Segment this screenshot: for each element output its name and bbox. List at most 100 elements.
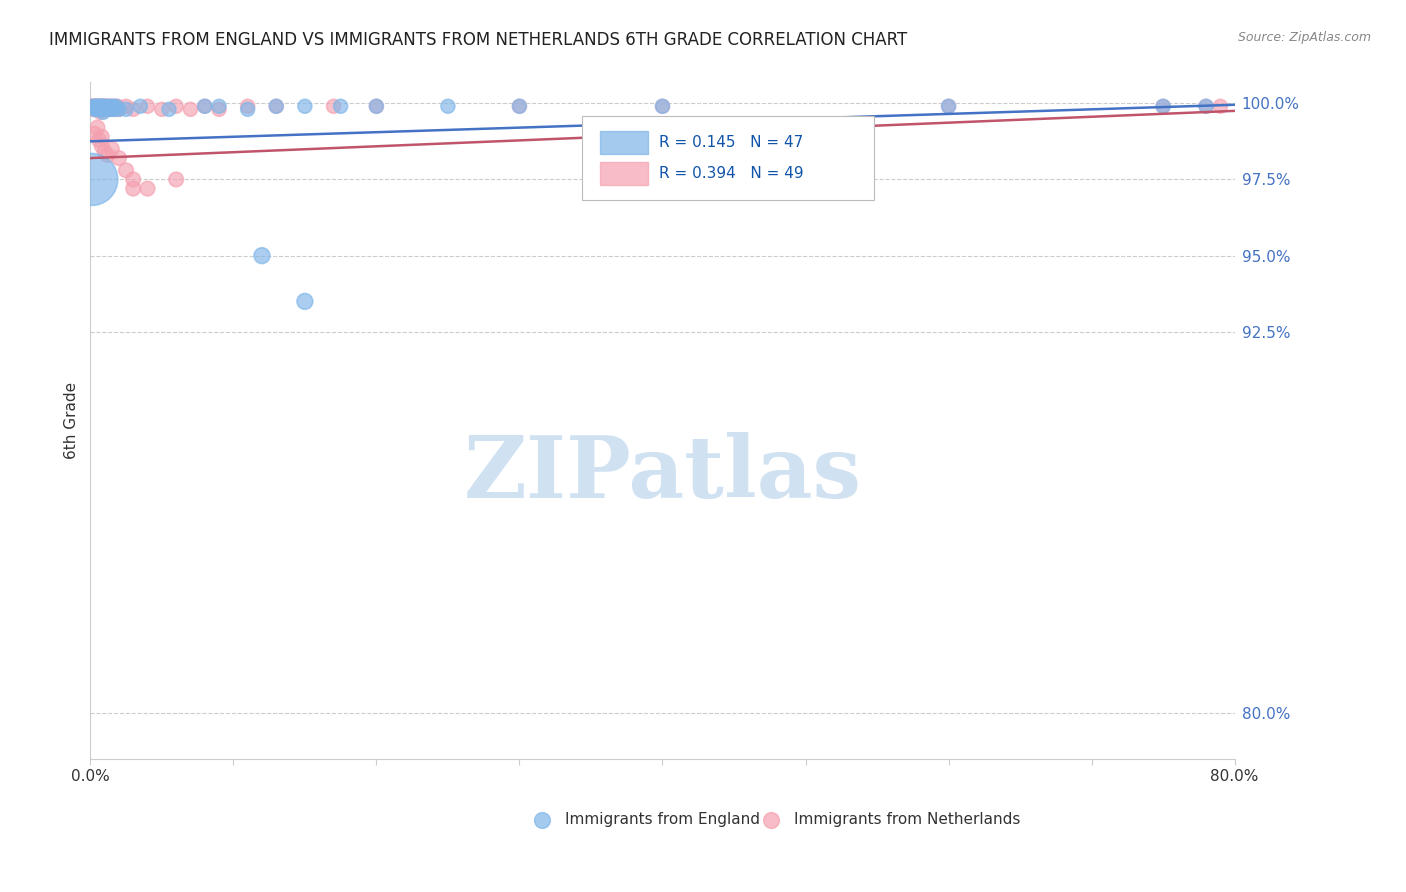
Point [93,103,115,117]
Point [105,103,128,117]
Point [104,103,127,117]
Y-axis label: 6th Grade: 6th Grade [65,382,79,458]
Point [83,99,105,113]
Point [89,103,111,117]
Point [87,99,110,113]
Point [264,99,287,113]
Point [101,142,124,156]
Point [108,103,131,117]
Text: IMMIGRANTS FROM ENGLAND VS IMMIGRANTS FROM NETHERLANDS 6TH GRADE CORRELATION CHA: IMMIGRANTS FROM ENGLAND VS IMMIGRANTS FR… [49,31,907,49]
Point [105,99,128,113]
Point [103,103,125,117]
Point [83,103,105,117]
Point [437,99,460,113]
Point [508,99,530,113]
Point [208,103,231,117]
Point [90,129,112,144]
Point [264,99,287,113]
Point [115,103,138,117]
Point [366,99,388,113]
Point [80,99,103,113]
Point [93,145,115,159]
Point [101,99,124,113]
Point [83,99,105,113]
Point [84,99,107,113]
Text: R = 0.394   N = 49: R = 0.394 N = 49 [659,167,804,181]
Point [94,103,117,117]
Point [91,105,114,120]
Point [86,103,108,117]
FancyBboxPatch shape [599,131,648,154]
Point [89,99,111,113]
Point [294,294,316,309]
Point [129,99,152,113]
Point [938,99,960,113]
Point [108,103,131,117]
Point [96,103,118,117]
Point [366,99,388,113]
Point [98,103,121,117]
Point [91,103,114,117]
Point [91,99,114,113]
Point [165,99,187,113]
Point [1195,99,1218,113]
Point [82,103,104,117]
Point [93,99,115,113]
Point [322,99,344,113]
Point [90,103,112,117]
Point [89,105,111,120]
Point [86,103,108,117]
Point [329,99,352,113]
Point [1195,99,1218,113]
Point [87,99,110,113]
Point [96,148,118,162]
Point [157,103,180,117]
FancyBboxPatch shape [582,116,875,201]
Point [84,103,107,117]
Point [651,99,673,113]
Point [104,99,127,113]
Point [122,181,145,195]
Point [250,249,273,263]
Point [101,103,124,117]
Point [90,139,112,153]
Point [165,172,187,186]
Point [87,133,110,147]
Point [86,99,108,113]
Point [103,99,125,113]
Point [94,99,117,113]
Point [136,181,159,195]
FancyBboxPatch shape [599,162,648,186]
Point [179,103,201,117]
Point [107,99,129,113]
Point [90,99,112,113]
Point [84,99,107,113]
Text: Immigrants from Netherlands: Immigrants from Netherlands [794,812,1021,827]
Point [97,103,120,117]
Point [1152,99,1174,113]
Point [86,99,108,113]
Point [136,99,159,113]
Point [1152,99,1174,113]
Point [98,99,121,113]
Point [122,172,145,186]
Point [82,99,104,113]
Point [236,99,259,113]
Point [90,103,112,117]
Point [508,99,530,113]
Point [96,99,118,113]
Text: ZIPatlas: ZIPatlas [464,433,862,516]
Point [91,99,114,113]
Point [938,99,960,113]
Text: R = 0.145   N = 47: R = 0.145 N = 47 [659,136,803,151]
Point [115,99,138,113]
Point [115,163,138,178]
Point [150,103,173,117]
Point [87,103,110,117]
Text: Immigrants from England: Immigrants from England [565,812,761,827]
Point [194,99,217,113]
Point [80,172,103,186]
Point [93,103,115,117]
Point [82,99,104,113]
Point [83,103,105,117]
